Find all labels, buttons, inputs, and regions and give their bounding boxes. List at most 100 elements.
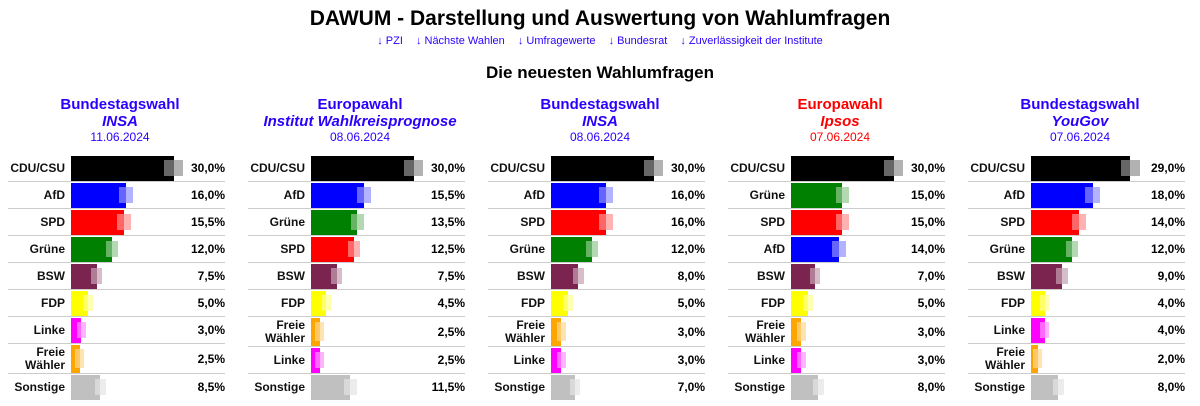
result-bar [1031,318,1045,343]
error-range-inner [598,187,606,203]
result-bar [311,237,354,262]
result-row: FDP 4,5% [248,290,465,317]
section-title: Die neuesten Wahlumfragen [486,63,714,82]
poll-results: CDU/CSU 30,0% Grüne 15,0% SPD 15,0% AfD … [728,155,945,400]
error-range-inner [76,322,82,338]
error-range [1085,187,1101,203]
error-range [812,379,824,395]
result-row: CDU/CSU 30,0% [248,155,465,182]
result-bar [551,156,654,181]
result-value: 15,5% [430,188,465,202]
error-range-inner [812,379,819,395]
poll-header[interactable]: Bundestagswahl YouGov 07.06.2024 [960,96,1200,148]
result-value: 13,5% [430,215,465,229]
party-label: AfD [1003,187,1025,202]
error-range-inner [598,214,606,230]
result-row: SPD 14,0% [968,209,1185,236]
result-value: 9,0% [1157,269,1185,283]
nav-link-bundesrat[interactable]: ↓ Bundesrat [608,35,668,47]
result-row: Grüne 12,0% [488,236,705,263]
party-label: SPD [280,241,305,256]
error-range-inner [350,214,358,230]
result-row: AfD 16,0% [8,182,225,209]
error-range-inner [796,352,802,368]
error-range-inner [91,268,97,284]
result-row: Sonstige 8,5% [8,374,225,400]
poll-card: Bundestagswahl YouGov 07.06.2024 CDU/CSU… [960,96,1200,400]
poll-institute[interactable]: Ipsos [820,113,860,130]
nav-link-zuverlaessigkeit[interactable]: ↓ Zuverlässigkeit der Institute [680,35,823,47]
result-bar [791,210,843,235]
poll-institute[interactable]: INSA [582,113,618,130]
error-range [76,322,86,338]
result-bar [1031,345,1038,373]
poll-card: Europawahl Institut Wahlkreisprognose 08… [240,96,480,400]
result-value: 8,0% [917,380,945,394]
error-range-inner [357,187,365,203]
nav-link-pzi[interactable]: ↓ PZI [377,35,403,47]
result-row: Linke 2,5% [248,347,465,374]
result-row: Freie Wähler 2,0% [968,344,1185,374]
nav-link-umfragewerte[interactable]: ↓ Umfragewerte [517,35,596,47]
poll-institute[interactable]: Institut Wahlkreisprognose [263,113,457,130]
party-label: CDU/CSU [730,160,785,175]
result-bar [1031,264,1062,289]
party-label: Freie Wähler [24,344,65,372]
result-bar [551,264,579,289]
error-range [350,214,364,230]
result-value: 2,0% [1157,351,1185,366]
poll-results: CDU/CSU 29,0% AfD 18,0% SPD 14,0% Grüne … [968,155,1185,400]
poll-header[interactable]: Bundestagswahl INSA 08.06.2024 [480,96,720,148]
poll-institute[interactable]: INSA [102,113,138,130]
result-row: AfD 14,0% [728,236,945,263]
party-label: BSW [997,268,1025,283]
party-label: Grüne [989,241,1025,256]
result-value: 30,0% [910,161,945,175]
result-value: 7,0% [677,380,705,394]
result-value: 3,0% [677,324,705,339]
error-range [105,241,119,257]
error-range-inner [164,160,174,176]
poll-election[interactable]: Bundestagswahl [540,96,660,113]
error-range-inner [1121,160,1131,176]
error-range [315,352,325,368]
poll-header[interactable]: Europawahl Ipsos 07.06.2024 [720,96,960,148]
result-value: 30,0% [670,161,705,175]
result-bar [311,291,327,316]
result-value: 12,0% [1150,242,1185,256]
result-bar [551,348,562,373]
error-range-inner [809,268,815,284]
result-row: BSW 7,5% [248,263,465,290]
error-range [1121,160,1140,176]
error-range [357,187,372,203]
error-range [796,352,806,368]
result-row: Freie Wähler 2,5% [8,344,225,374]
poll-election[interactable]: Bundestagswahl [1020,96,1140,113]
poll-election[interactable]: Europawahl [317,96,403,113]
poll-header[interactable]: Europawahl Institut Wahlkreisprognose 08… [240,96,480,148]
error-range [117,214,132,230]
result-bar [311,318,320,346]
result-row: AfD 16,0% [488,182,705,209]
error-range [118,187,133,203]
error-range [344,379,357,395]
result-value: 29,0% [1150,161,1185,175]
party-label: BSW [277,268,305,283]
result-row: Grüne 12,0% [8,236,225,263]
party-label: Linke [273,352,305,367]
nav-link-naechste-wahlen[interactable]: ↓ Nächste Wahlen [415,35,505,47]
error-range [83,295,94,311]
result-row: FDP 5,0% [8,290,225,317]
poll-header[interactable]: Bundestagswahl INSA 11.06.2024 [0,96,240,148]
result-row: Freie Wähler 3,0% [488,317,705,347]
poll-election[interactable]: Europawahl [797,96,883,113]
poll-institute[interactable]: YouGov [1051,113,1109,130]
poll-date: 07.06.2024 [1049,130,1111,144]
result-bar [311,264,337,289]
poll-election[interactable]: Bundestagswahl [60,96,180,113]
error-range [315,322,325,341]
error-range [1039,322,1050,338]
party-label: Grüne [269,214,305,229]
result-bar [71,345,80,373]
result-bar [71,183,126,208]
